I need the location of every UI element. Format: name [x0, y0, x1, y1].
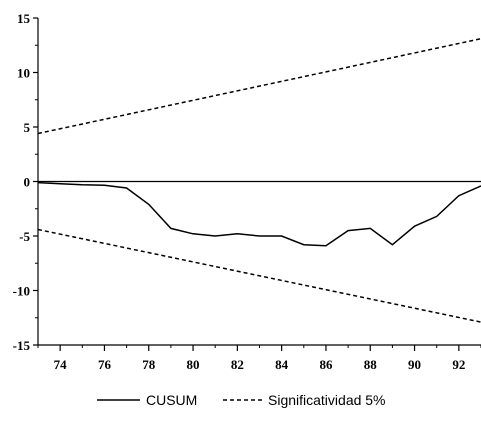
- x-tick-label: 80: [187, 357, 200, 372]
- y-tick-label: 0: [24, 175, 31, 190]
- x-tick-label: 78: [142, 357, 156, 372]
- series-line-cusum: [37, 181, 481, 247]
- y-tick-label: -10: [13, 284, 30, 299]
- axes: 15 10 5 0 -5 -10 -15 74 76 78 80 82 84 86 88 90 92: [13, 11, 481, 372]
- x-tick-label: 88: [364, 357, 378, 372]
- x-tick-label: 76: [98, 357, 112, 372]
- x-tick-label: 74: [54, 357, 68, 372]
- x-tick-label: 92: [452, 357, 465, 372]
- x-tick-label: 90: [408, 357, 421, 372]
- y-tick-label: -15: [13, 338, 31, 353]
- series-line-significatividad-5: [37, 37, 481, 135]
- x-tick-label: 86: [319, 357, 333, 372]
- x-tick-label: 84: [275, 357, 289, 372]
- series-line-lower-bound: [37, 228, 481, 323]
- legend: CUSUM Significatividad 5%: [97, 392, 386, 408]
- plot-area: [37, 37, 481, 323]
- y-tick-label: 10: [17, 66, 30, 81]
- y-tick-label: -5: [19, 229, 30, 244]
- y-tick-label: 15: [17, 11, 31, 26]
- y-tick-label: 5: [24, 120, 31, 135]
- legend-label-cusum: CUSUM: [146, 392, 197, 408]
- x-tick-label: 82: [231, 357, 244, 372]
- legend-label-significatividad-5: Significatividad 5%: [268, 392, 386, 408]
